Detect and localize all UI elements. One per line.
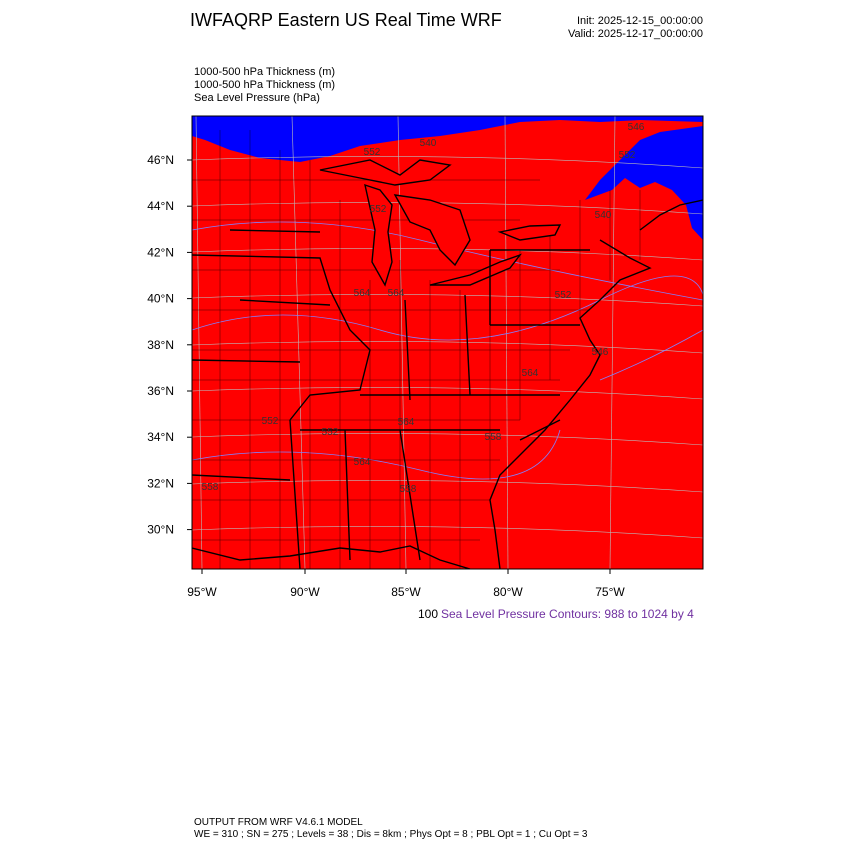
map: 540 546 552 552 564 564 552 546 564 552 552 564 558 5… bbox=[147, 115, 704, 599]
legend-prefix: 100 bbox=[418, 607, 438, 621]
contour-label: 552 bbox=[370, 204, 387, 215]
contour-label: 564 bbox=[354, 288, 371, 299]
lat-label: 46°N bbox=[147, 153, 174, 167]
field-label: 1000-500 hPa Thickness (m) bbox=[194, 79, 335, 91]
lon-label: 85°W bbox=[391, 585, 421, 599]
contour-label: 546 bbox=[592, 347, 609, 358]
contour-label: 564 bbox=[398, 417, 415, 428]
contour-label: 552 bbox=[555, 290, 572, 301]
coastline bbox=[192, 159, 703, 569]
contour-label: 552 bbox=[364, 147, 381, 158]
cold-region bbox=[585, 126, 703, 240]
contour-label: 546 bbox=[628, 122, 645, 133]
field-label: Sea Level Pressure (hPa) bbox=[194, 92, 320, 104]
state-borders bbox=[192, 229, 590, 569]
title: IWFAQRP Eastern US Real Time WRF bbox=[190, 10, 502, 30]
contour-label: 552 bbox=[322, 427, 339, 438]
graticule bbox=[192, 116, 703, 569]
lon-label: 95°W bbox=[187, 585, 217, 599]
contour-label: 540 bbox=[595, 210, 612, 221]
contour-label: 558 bbox=[400, 484, 417, 495]
contour-label: 552 bbox=[619, 150, 636, 161]
lon-label: 75°W bbox=[595, 585, 625, 599]
map-frame bbox=[191, 115, 704, 570]
contour-label: 552 bbox=[262, 416, 279, 427]
contour-label: 564 bbox=[354, 457, 371, 468]
lat-label: 44°N bbox=[147, 199, 174, 213]
lat-label: 32°N bbox=[147, 476, 174, 490]
contour-label: 540 bbox=[420, 138, 437, 149]
footer-line: WE = 310 ; SN = 275 ; Levels = 38 ; Dis … bbox=[194, 829, 588, 840]
footer-line: OUTPUT FROM WRF V4.6.1 MODEL bbox=[194, 817, 363, 828]
lon-labels: 95°W 90°W 85°W 80°W 75°W bbox=[187, 569, 625, 599]
contour-label: 558 bbox=[485, 432, 502, 443]
lat-label: 36°N bbox=[147, 384, 174, 398]
contour-label: 564 bbox=[522, 368, 539, 379]
lon-label: 90°W bbox=[290, 585, 320, 599]
lat-label: 40°N bbox=[147, 292, 174, 306]
contour-label: 564 bbox=[388, 288, 405, 299]
contour-labels: 540 546 552 552 564 564 552 546 564 552 552 564 558 5… bbox=[202, 122, 645, 495]
lat-label: 42°N bbox=[147, 245, 174, 259]
lon-label: 80°W bbox=[493, 585, 523, 599]
lat-labels: 46°N 44°N 42°N 40°N 38°N 36°N 34°N 32°N 30°N bbox=[147, 153, 192, 537]
contour-label: 558 bbox=[202, 482, 219, 493]
lat-label: 30°N bbox=[147, 523, 174, 537]
init-time: Init: 2025-12-15_00:00:00 bbox=[577, 15, 703, 27]
cold-region bbox=[192, 116, 703, 162]
lat-label: 38°N bbox=[147, 338, 174, 352]
valid-time: Valid: 2025-12-17_00:00:00 bbox=[568, 28, 703, 40]
field-label: 1000-500 hPa Thickness (m) bbox=[194, 66, 335, 78]
legend-text: Sea Level Pressure Contours: 988 to 1024… bbox=[441, 607, 694, 621]
pressure-contours bbox=[192, 221, 703, 480]
lat-label: 34°N bbox=[147, 430, 174, 444]
